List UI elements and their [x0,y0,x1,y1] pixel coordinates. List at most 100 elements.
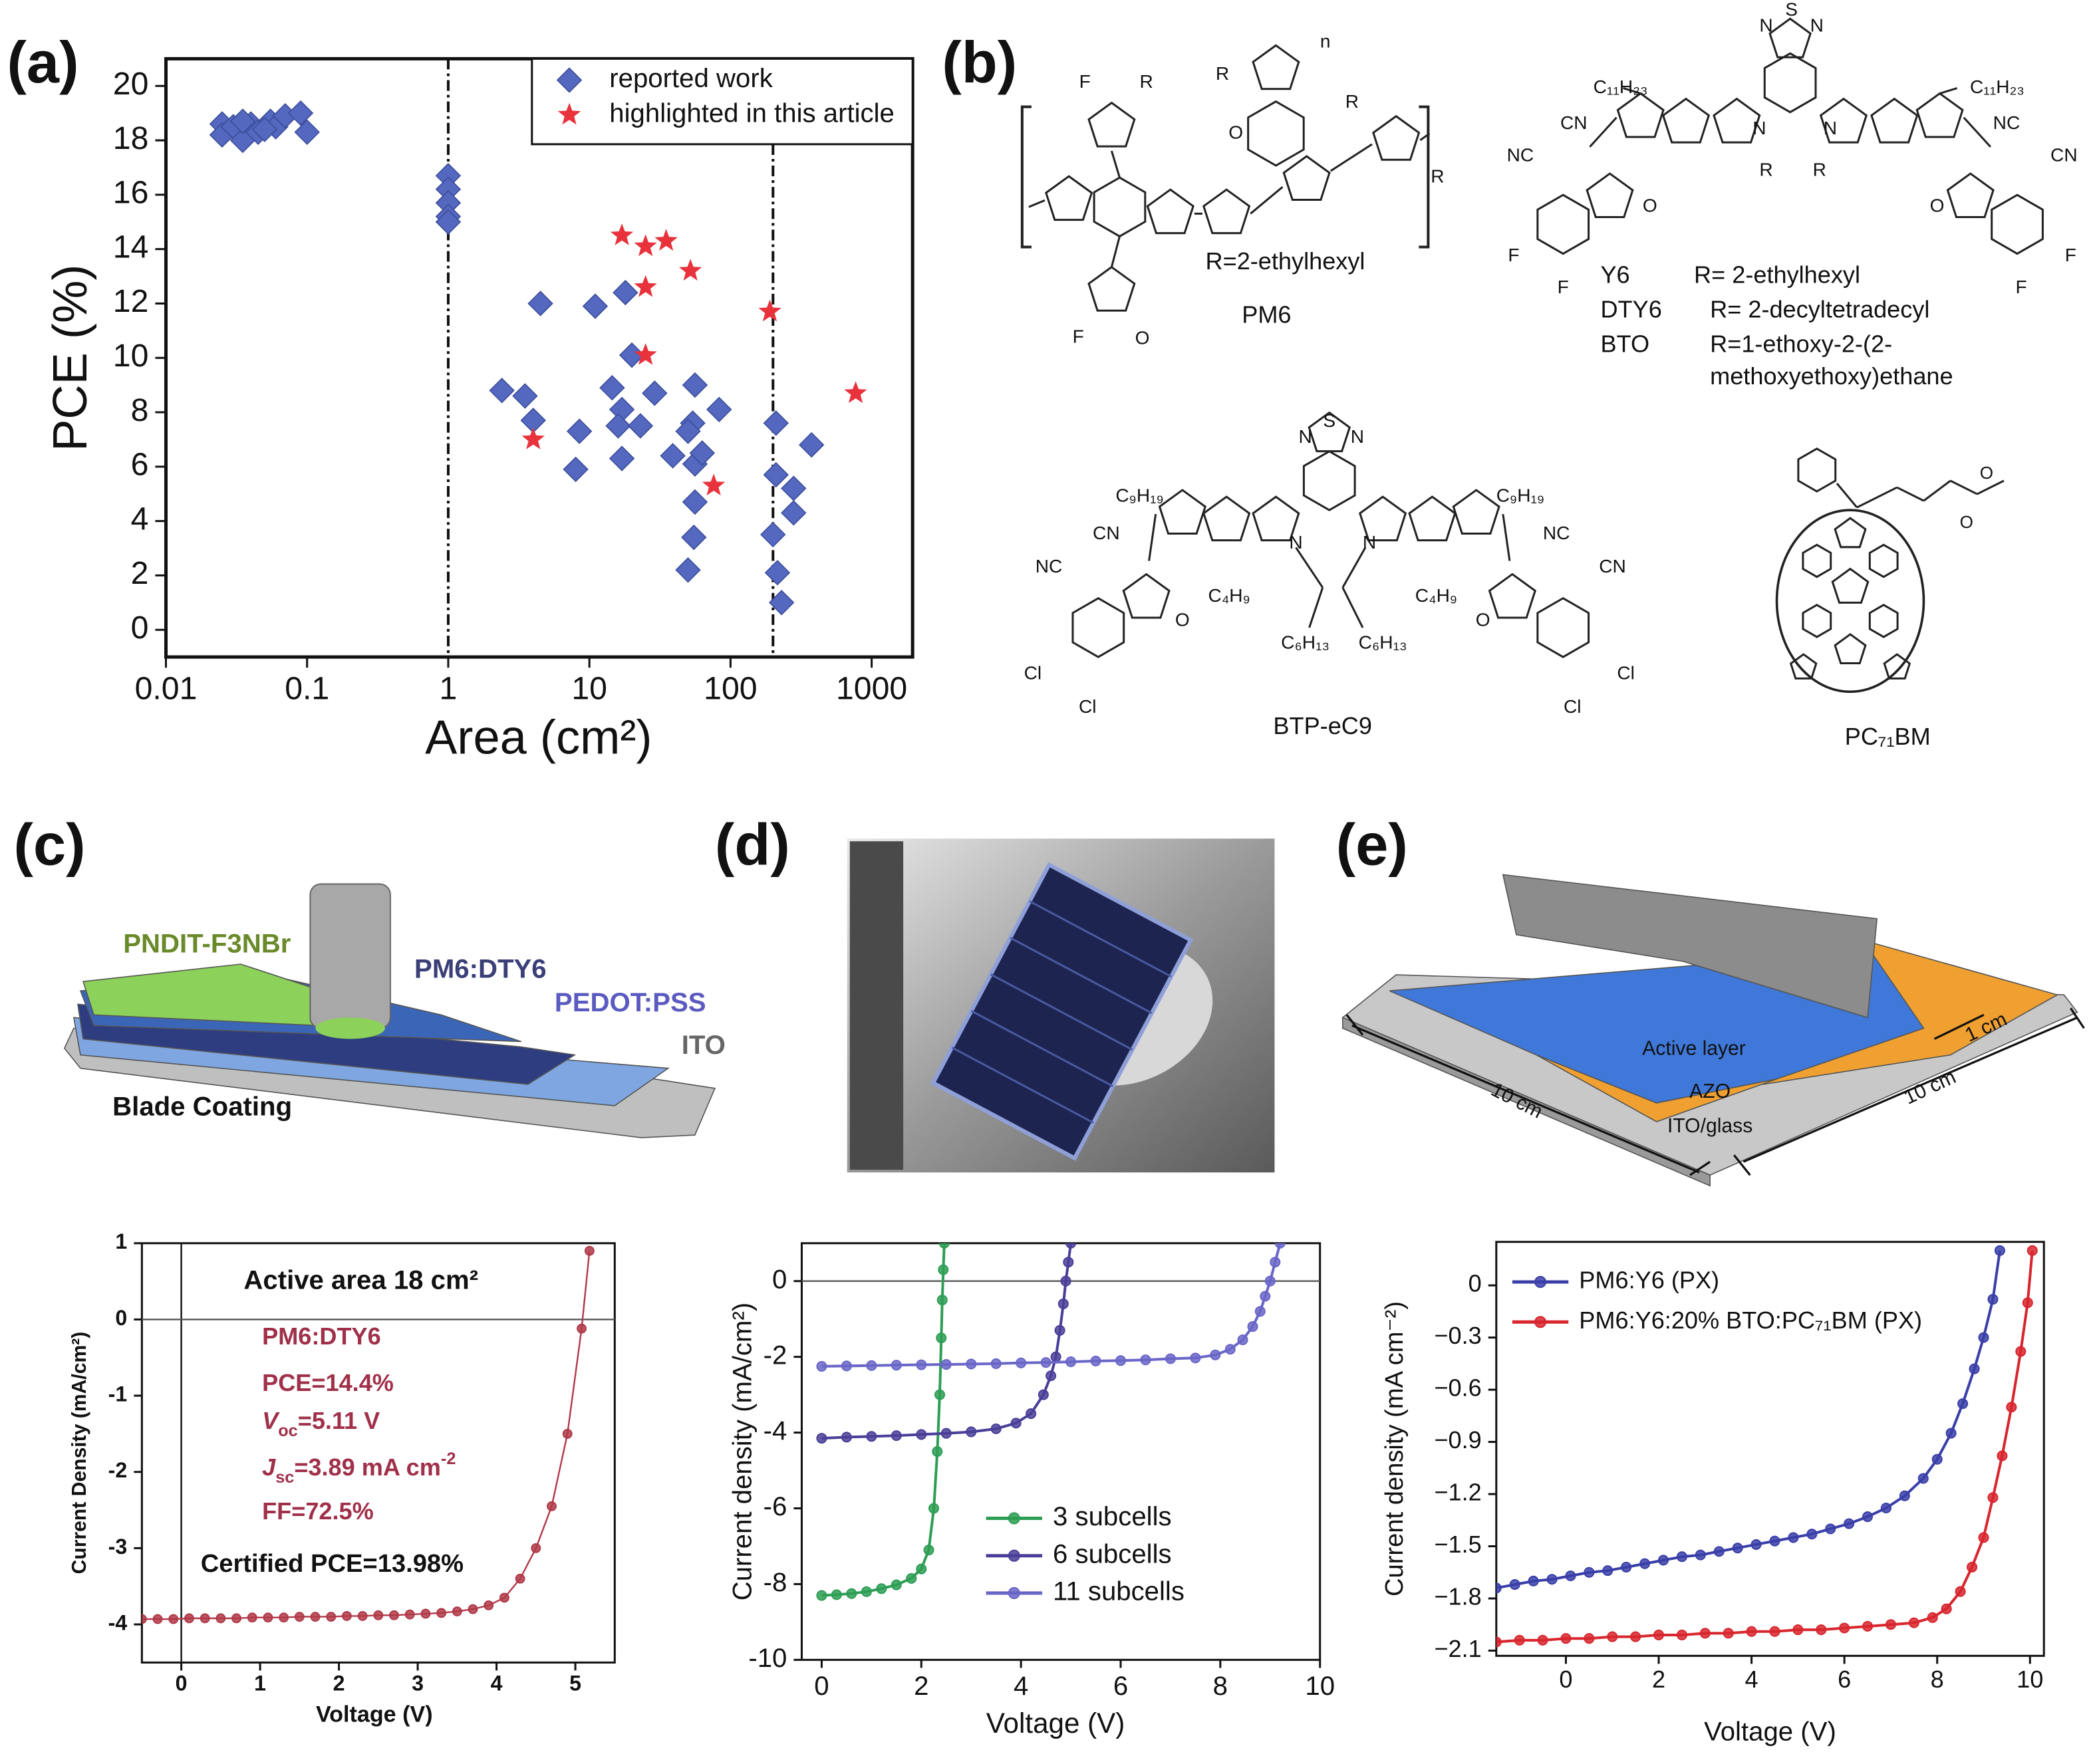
molecule-bond [1329,143,1373,172]
point [1140,1354,1151,1366]
point [844,381,867,404]
y-tick-label: 4 [131,501,149,537]
y-tick-label: −1.8 [1434,1583,1481,1610]
y-tick-label: -8 [764,1567,787,1597]
molecule-bond [1308,587,1324,628]
x-tick-label: 2 [333,1672,345,1696]
molecule-ring [1282,155,1331,201]
point [1955,1586,1966,1597]
label: Y6 [1600,261,1629,288]
label: O [1960,512,1973,532]
point [584,1245,595,1256]
label: F [1558,277,1569,297]
point [1908,1617,1919,1628]
text-part: sc [275,1468,294,1487]
y-tick-label: -3 [108,1535,128,1559]
label: R [1216,63,1229,84]
text-part: =5.11 V [298,1406,380,1434]
molecule-bond [1963,116,1991,148]
label: BTP-eC9 [1273,712,1372,739]
panel-label: (e) [1336,812,1408,878]
molecule-ring [1789,653,1818,680]
point [1016,1357,1027,1368]
point [1057,1298,1069,1309]
legend-marker [1008,1549,1020,1562]
point [1224,1344,1236,1355]
molecule-ring [1093,176,1147,238]
point [846,1588,857,1599]
point [1026,1408,1037,1420]
label: N [1298,426,1312,447]
point [891,1430,902,1442]
point [294,1612,305,1622]
molecule-ring [1946,172,1995,219]
x-tick-label: 0 [814,1671,829,1701]
point [891,1579,902,1590]
x-tick-label: 2 [1652,1666,1665,1693]
molecule-ring [1087,265,1136,312]
point [1713,1546,1725,1557]
point [1050,1351,1061,1362]
point [940,1428,952,1439]
x-tick-label: 2 [914,1671,928,1701]
y-tick-label: −0.6 [1434,1374,1481,1402]
label: O [1476,609,1490,630]
y-tick-label: 1 [115,1229,127,1253]
y-tick-label: -1 [108,1382,128,1406]
point [1560,1633,1572,1644]
legend-label: 3 subcells [1053,1501,1172,1531]
point [1496,1636,1502,1648]
point [200,1613,210,1624]
point [1750,1539,1762,1550]
y-axis-label: Current density (mA cm⁻²) [1380,1301,1409,1596]
point [1254,1306,1266,1317]
point [1040,1357,1051,1368]
point [231,1613,241,1624]
label: NC [1543,523,1570,543]
point [1723,1628,1734,1639]
plot-frame [164,57,914,659]
point [609,445,635,471]
point [2026,1245,2038,1256]
point [1806,1529,1818,1540]
point [547,1501,557,1511]
x-axis-label: Voltage (V) [316,1702,433,1727]
module-stripe [951,1047,1094,1124]
point [489,378,515,404]
y-tick-label: -4 [764,1416,787,1446]
molecule-ring [1146,188,1194,235]
point [1657,1555,1669,1566]
point [605,413,631,439]
point [1732,1543,1743,1554]
plot-frame [800,1242,1322,1661]
point [1270,1257,1281,1268]
label: F [1508,245,1519,265]
point [563,456,589,483]
y-tick-label: -10 [748,1643,787,1673]
point [906,1573,917,1584]
point [1978,1332,1989,1343]
molecule-ring [1536,193,1590,255]
point [682,372,708,398]
molecule-ring [1763,52,1817,114]
y-tick-label: 0 [131,610,149,646]
diagram-label: ITO [682,1030,726,1060]
x-tick-label: 8 [1213,1671,1228,1701]
point [634,343,657,365]
series-line [821,1243,1282,1368]
series-group [816,1243,1286,1601]
molecule-ring [1452,489,1500,535]
label: R [1759,159,1772,180]
y-tick-label: -2 [108,1458,128,1482]
point [1607,1631,1618,1642]
molecule-ring [1713,97,1761,144]
label: CN [1599,556,1626,576]
molecule-ring [1045,175,1093,221]
label: C₁₁H₂₃ [1970,76,2025,97]
point [781,475,807,501]
point [1509,1579,1520,1590]
y-tick-label: 0 [772,1264,787,1294]
label: Cl [1564,696,1582,717]
plot-frame [140,1242,616,1664]
point [582,293,609,319]
